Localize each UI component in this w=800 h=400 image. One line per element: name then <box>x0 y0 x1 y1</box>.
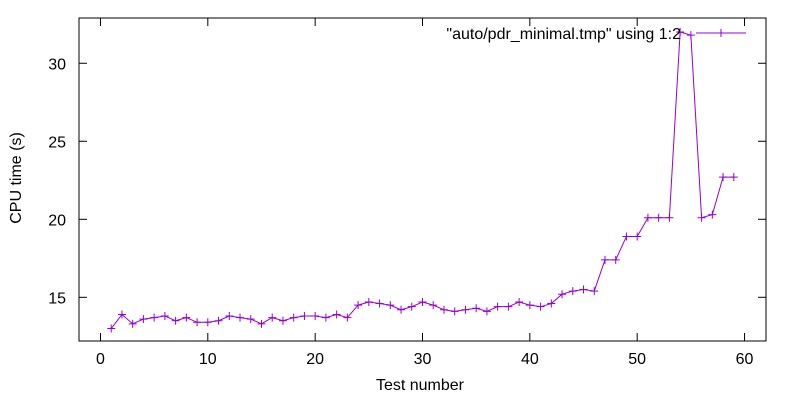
data-point <box>321 313 330 322</box>
data-point <box>697 213 706 222</box>
data-point <box>643 213 652 222</box>
data-point <box>311 312 320 321</box>
x-axis-label: Test number <box>376 377 465 394</box>
plot-frame <box>78 17 767 342</box>
legend: "auto/pdr_minimal.tmp" using 1:2 <box>446 26 746 43</box>
data-point <box>665 213 674 222</box>
data-point <box>611 255 620 264</box>
y-tick-label: 20 <box>48 212 66 229</box>
x-tick-label: 0 <box>96 351 105 368</box>
data-point <box>300 312 309 321</box>
plot-border <box>78 17 767 342</box>
legend-marker <box>717 29 725 37</box>
data-point <box>493 302 502 311</box>
data-point <box>171 316 180 325</box>
data-point <box>160 312 169 321</box>
data-point <box>364 297 373 306</box>
series-group <box>107 28 738 333</box>
data-point <box>568 287 577 296</box>
data-point <box>278 316 287 325</box>
x-tick-label: 50 <box>628 351 646 368</box>
y-tick-label: 30 <box>48 56 66 73</box>
x-axis-ticks: 0 10 20 30 40 50 60 <box>96 18 754 368</box>
data-point <box>600 255 609 264</box>
data-point <box>289 313 298 322</box>
data-point <box>150 313 159 322</box>
data-point <box>107 324 116 333</box>
data-point <box>708 210 717 219</box>
y-tick-label: 15 <box>48 290 66 307</box>
x-tick-label: 40 <box>521 351 539 368</box>
y-axis-label: CPU time (s) <box>8 132 25 224</box>
data-point <box>590 287 599 296</box>
data-point <box>343 313 352 322</box>
data-point <box>686 31 695 40</box>
data-point <box>193 318 202 327</box>
data-point <box>525 301 534 310</box>
data-point <box>472 304 481 313</box>
data-point <box>375 299 384 308</box>
y-axis-ticks: 15 20 25 30 <box>48 56 766 307</box>
data-point <box>450 307 459 316</box>
data-point <box>407 302 416 311</box>
data-point <box>429 301 438 310</box>
data-point <box>515 297 524 306</box>
data-point <box>504 302 513 311</box>
data-point <box>117 310 126 319</box>
data-point <box>439 305 448 314</box>
data-point <box>676 28 685 37</box>
data-point <box>203 318 212 327</box>
legend-sample <box>696 29 746 37</box>
data-point <box>536 302 545 311</box>
x-tick-label: 20 <box>306 351 324 368</box>
y-tick-label: 25 <box>48 134 66 151</box>
data-point <box>332 310 341 319</box>
data-point <box>182 313 191 322</box>
data-point <box>246 315 255 324</box>
x-tick-label: 60 <box>736 351 754 368</box>
data-point <box>236 313 245 322</box>
data-point <box>729 173 738 182</box>
data-point <box>654 213 663 222</box>
data-point <box>579 285 588 294</box>
data-point <box>268 313 277 322</box>
data-point <box>397 305 406 314</box>
data-point <box>128 319 137 328</box>
data-point <box>482 307 491 316</box>
data-point <box>418 297 427 306</box>
data-point <box>461 305 470 314</box>
series-line <box>110 31 734 329</box>
data-point <box>622 232 631 241</box>
data-point <box>257 319 266 328</box>
x-tick-label: 30 <box>414 351 432 368</box>
data-point <box>139 315 148 324</box>
data-point <box>386 301 395 310</box>
data-point <box>719 173 728 182</box>
data-point <box>558 290 567 299</box>
legend-label: "auto/pdr_minimal.tmp" using 1:2 <box>446 26 681 43</box>
x-tick-label: 10 <box>199 351 217 368</box>
data-point <box>633 232 642 241</box>
data-point <box>547 299 556 308</box>
data-point <box>354 301 363 310</box>
data-point <box>225 312 234 321</box>
data-point <box>214 316 223 325</box>
